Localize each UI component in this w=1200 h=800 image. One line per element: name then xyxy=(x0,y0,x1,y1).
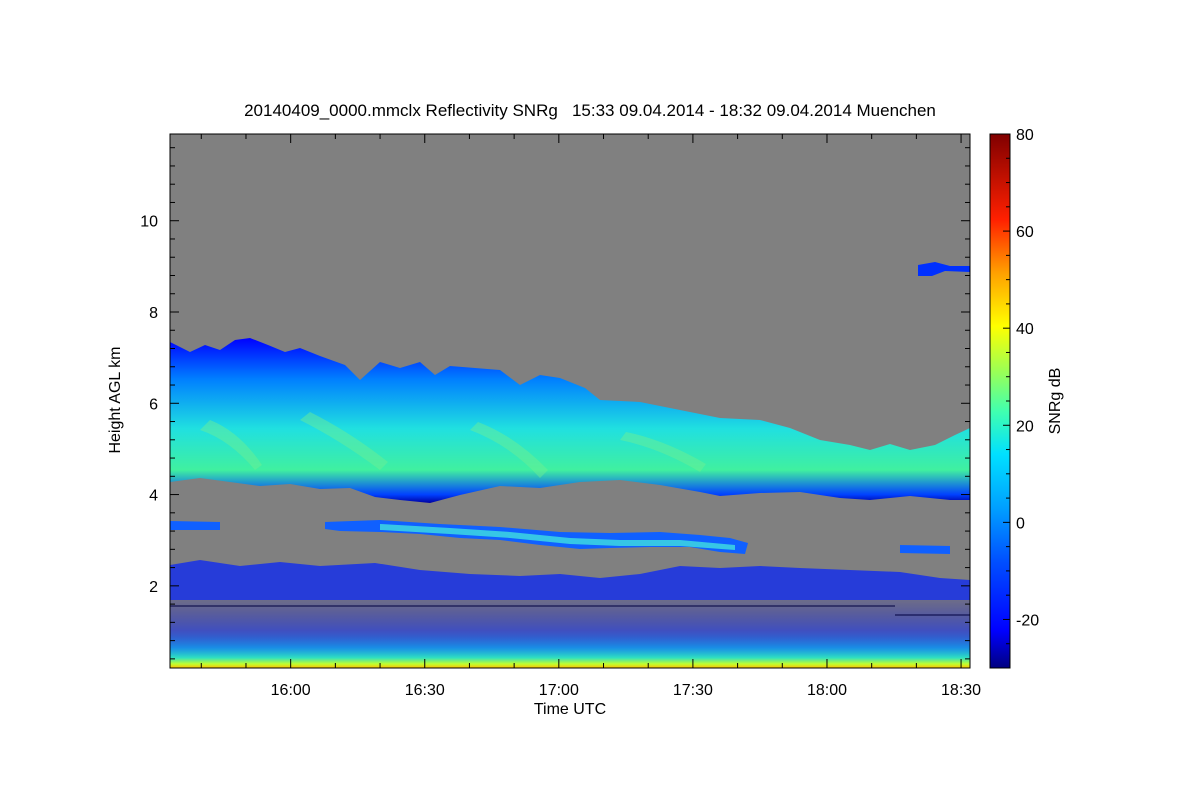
x-tick-label: 18:30 xyxy=(941,682,981,699)
x-tick-label: 16:30 xyxy=(405,682,445,699)
x-tick-label: 18:00 xyxy=(807,682,847,699)
plot-frame xyxy=(169,133,971,669)
y-tick-label: 6 xyxy=(149,396,158,413)
y-axis-label: Height AGL km xyxy=(107,346,124,453)
mid-level-core xyxy=(380,524,735,550)
upper-cloud-layer xyxy=(170,338,970,503)
colorbar-tick-label: 40 xyxy=(1016,321,1034,338)
colorbar-tick-label: 80 xyxy=(1016,127,1034,144)
y-tick-label: 8 xyxy=(149,305,158,322)
high-cloud-fragment xyxy=(918,262,970,276)
colorbar-tick-label: -20 xyxy=(1016,612,1039,629)
x-tick-label: 16:00 xyxy=(271,682,311,699)
y-tick-label: 4 xyxy=(149,488,158,505)
y-axis: 2 4 6 8 10 xyxy=(140,147,970,660)
y-tick-label: 2 xyxy=(149,579,158,596)
x-axis-label: Time UTC xyxy=(534,701,606,718)
colorbar-tick-label: 20 xyxy=(1016,418,1034,435)
colorbar-label: SNRg dB xyxy=(1047,368,1064,435)
colorbar-axis: -20 0 20 40 60 80 xyxy=(1003,127,1039,645)
colorbar-tick-label: 60 xyxy=(1016,224,1034,241)
y-tick-label: 10 xyxy=(140,214,158,231)
colorbar-tick-label: 0 xyxy=(1016,515,1025,532)
x-tick-label: 17:00 xyxy=(539,682,579,699)
x-axis: 16:00 16:30 17:00 17:30 18:00 18:30 xyxy=(200,134,981,699)
boundary-clutter xyxy=(170,600,970,668)
low-cloud-band xyxy=(170,560,970,600)
radar-echo-layers xyxy=(170,262,970,668)
chart-title: 20140409_0000.mmclx Reflectivity SNRg 15… xyxy=(244,101,936,120)
x-tick-label: 17:30 xyxy=(673,682,713,699)
upper-cloud-streaks xyxy=(200,412,706,478)
